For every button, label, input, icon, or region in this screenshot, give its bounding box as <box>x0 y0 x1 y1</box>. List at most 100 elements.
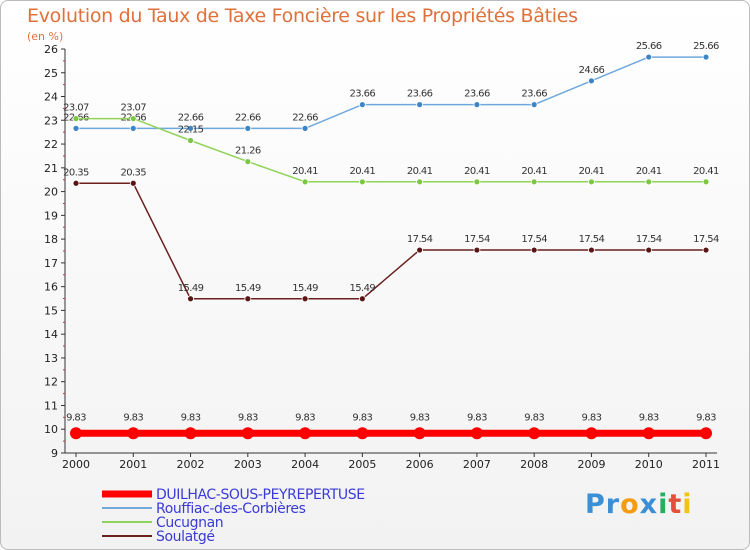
data-point <box>416 246 424 254</box>
y-tick-label: 13 <box>44 352 58 365</box>
data-label: 23.66 <box>407 89 433 100</box>
data-point <box>645 53 653 61</box>
legend-label: Soulatgé <box>156 529 215 545</box>
y-tick-label: 16 <box>44 281 58 294</box>
data-label: 20.41 <box>464 166 490 177</box>
data-label: 20.35 <box>120 167 146 178</box>
data-point <box>702 246 710 254</box>
data-point <box>473 246 481 254</box>
data-label: 17.54 <box>521 234 547 245</box>
data-label: 15.49 <box>350 283 376 294</box>
data-label: 21.26 <box>235 146 261 157</box>
data-label: 17.54 <box>464 234 490 245</box>
data-point <box>585 427 598 440</box>
data-label: 15.49 <box>178 283 204 294</box>
data-label: 23.07 <box>63 103 89 114</box>
data-label: 23.66 <box>521 89 547 100</box>
data-point <box>528 427 541 440</box>
legend-label: Cucugnan <box>156 515 223 531</box>
y-tick-label: 10 <box>44 423 58 436</box>
data-point <box>187 137 194 144</box>
series-line <box>76 56 706 130</box>
data-point <box>241 427 254 440</box>
data-point <box>299 427 312 440</box>
x-tick-label: 2001 <box>119 458 147 471</box>
data-label: 22.66 <box>235 112 261 123</box>
legend-label: DUILHAC-SOUS-PEYREPERTUSE <box>156 487 365 503</box>
data-label: 9.83 <box>66 412 86 423</box>
data-label: 17.54 <box>636 234 662 245</box>
data-label: 22.15 <box>178 124 204 135</box>
data-point <box>413 427 426 440</box>
y-axis-unit-label: (en %) <box>27 30 64 43</box>
x-tick-label: 2003 <box>234 458 262 471</box>
y-tick-label: 14 <box>44 328 58 341</box>
x-tick-label: 2009 <box>577 458 605 471</box>
y-tick-label: 11 <box>44 399 58 412</box>
data-label: 9.83 <box>410 412 430 423</box>
data-point <box>72 124 80 132</box>
y-tick-label: 18 <box>44 233 58 246</box>
y-tick-label: 26 <box>44 43 58 56</box>
data-point <box>70 427 82 440</box>
x-tick-label: 2010 <box>635 458 663 471</box>
series-line <box>76 117 706 183</box>
data-point <box>129 124 137 132</box>
data-point <box>244 124 252 132</box>
data-label: 20.41 <box>521 166 547 177</box>
data-point <box>473 178 481 186</box>
data-point <box>72 115 80 123</box>
data-label: 9.83 <box>295 412 315 423</box>
data-point <box>187 124 194 132</box>
data-label: 9.83 <box>181 412 201 423</box>
data-label: 25.66 <box>693 41 719 52</box>
x-tick-label: 2008 <box>520 458 548 471</box>
data-label: 24.66 <box>579 65 605 76</box>
data-label: 17.54 <box>693 234 719 245</box>
data-point <box>416 178 424 186</box>
x-tick-label: 2005 <box>348 458 376 471</box>
data-label: 9.83 <box>639 412 659 423</box>
data-point <box>356 427 369 440</box>
data-label: 20.41 <box>579 166 605 177</box>
data-point <box>358 101 366 109</box>
x-tick-label: 2002 <box>177 458 205 471</box>
data-label: 20.41 <box>636 166 662 177</box>
data-point <box>301 178 309 186</box>
data-point <box>700 427 712 440</box>
data-label: 9.83 <box>238 412 258 423</box>
y-tick-label: 17 <box>44 257 58 270</box>
data-point <box>416 101 424 109</box>
data-label: 9.83 <box>467 412 487 423</box>
data-point <box>588 77 595 85</box>
data-label: 22.66 <box>178 112 204 123</box>
data-label: 9.83 <box>123 412 143 423</box>
data-label: 23.66 <box>464 89 490 100</box>
y-tick-label: 21 <box>44 162 58 175</box>
data-label: 15.49 <box>235 283 261 294</box>
data-label: 9.83 <box>696 412 716 423</box>
y-tick-label: 9 <box>51 447 58 460</box>
data-label: 15.49 <box>292 283 318 294</box>
data-point <box>588 178 595 186</box>
data-label: 9.83 <box>524 412 544 423</box>
y-tick-label: 23 <box>44 114 58 127</box>
y-tick-label: 22 <box>44 138 58 151</box>
data-point <box>473 101 481 109</box>
data-label: 20.41 <box>292 166 318 177</box>
x-tick-label: 2004 <box>291 458 319 471</box>
data-point <box>244 295 252 303</box>
y-tick-label: 15 <box>44 304 58 317</box>
x-tick-label: 2011 <box>692 458 720 471</box>
data-label: 23.07 <box>120 103 146 114</box>
x-tick-label: 2006 <box>406 458 434 471</box>
data-point <box>470 427 483 440</box>
y-tick-label: 20 <box>44 186 58 199</box>
data-point <box>129 115 137 123</box>
proxiti-logo: Proxiti <box>585 489 693 520</box>
series-line <box>76 182 706 300</box>
data-point <box>645 246 653 254</box>
data-point <box>72 179 80 187</box>
